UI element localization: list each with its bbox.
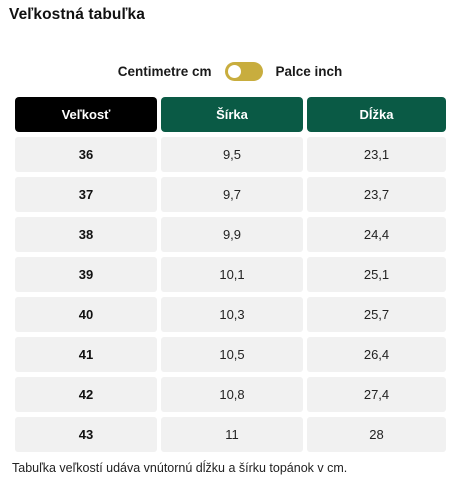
length-cell: 25,1 [307,257,446,292]
width-cell: 10,8 [161,377,303,412]
unit-switch[interactable] [224,61,263,81]
page-title: Veľkostná tabuľka [9,6,145,23]
width-cell: 10,5 [161,337,303,372]
size-cell: 41 [15,337,157,372]
width-cell: 9,9 [161,217,303,252]
length-cell: 28 [307,417,446,452]
unit-toggle: Centimetre cm Palce inch [0,60,460,82]
length-cell: 26,4 [307,337,446,372]
length-cell: 27,4 [307,377,446,412]
length-cell: 23,1 [307,137,446,172]
switch-knob [227,64,241,78]
unit-label-inch[interactable]: Palce inch [275,63,343,79]
size-cell: 40 [15,297,157,332]
length-cell: 25,7 [307,297,446,332]
header-size: Veľkosť [15,97,157,132]
width-cell: 9,5 [161,137,303,172]
header-length: Dĺžka [307,97,446,132]
width-cell: 11 [161,417,303,452]
header-width: Šírka [161,97,303,132]
size-table: Veľkosť Šírka Dĺžka 36 9,5 23,1 37 9,7 2… [15,97,446,452]
size-cell: 37 [15,177,157,212]
length-cell: 23,7 [307,177,446,212]
width-cell: 10,3 [161,297,303,332]
size-cell: 36 [15,137,157,172]
size-cell: 43 [15,417,157,452]
size-cell: 42 [15,377,157,412]
size-cell: 38 [15,217,157,252]
width-cell: 9,7 [161,177,303,212]
size-cell: 39 [15,257,157,292]
unit-label-cm[interactable]: Centimetre cm [117,63,212,79]
width-cell: 10,1 [161,257,303,292]
length-cell: 24,4 [307,217,446,252]
table-note: Tabuľka veľkostí udáva vnútornú dĺžku a … [12,461,348,475]
